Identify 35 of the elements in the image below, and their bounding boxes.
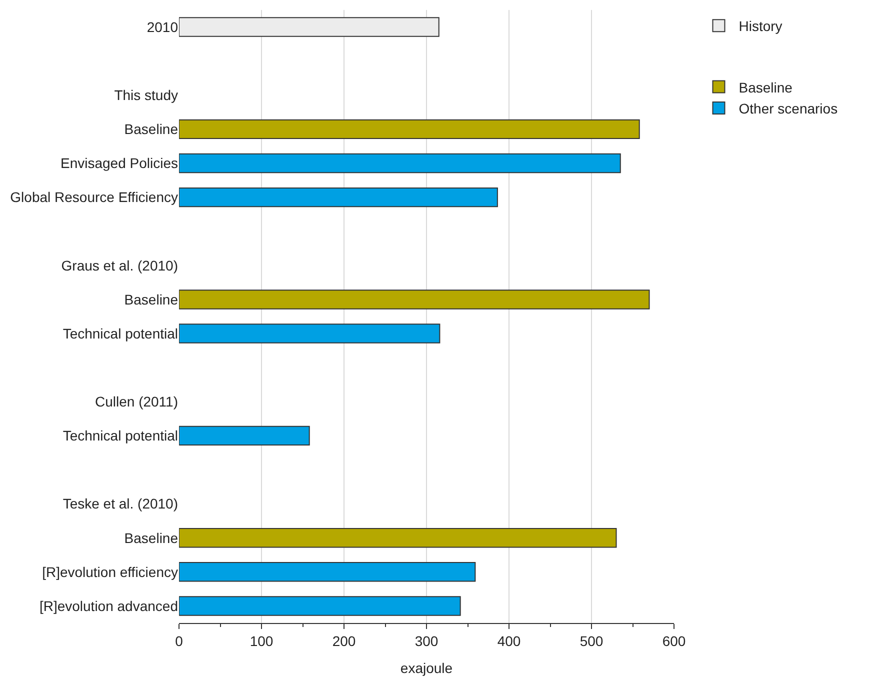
x-tick-label: 0 (175, 632, 184, 649)
bar (179, 153, 621, 174)
bar (179, 528, 617, 548)
y-tick-label: This study (114, 87, 178, 104)
x-tick-label: 500 (580, 632, 604, 649)
bar (179, 324, 440, 344)
y-tick-label: Baseline (124, 121, 178, 138)
y-tick-label: Baseline (124, 291, 178, 308)
legend-label: Baseline (738, 79, 793, 96)
legend-label: History (738, 18, 782, 34)
x-tick-label: 600 (662, 632, 686, 649)
y-tick-label: Envisaged Policies (60, 155, 178, 172)
y-tick-label: 2010 (146, 18, 178, 35)
x-tick-label: 200 (332, 632, 356, 649)
x-tick-label: 400 (497, 632, 521, 649)
x-tick-label: 100 (250, 632, 274, 649)
legend-label: Other scenarios (738, 100, 838, 116)
y-tick-label: Graus et al. (2010) (61, 257, 178, 274)
y-tick-label: Baseline (124, 530, 178, 546)
y-tick-label: Teske et al. (2010) (62, 496, 178, 512)
y-tick-label: [R]evolution advanced (39, 598, 178, 614)
x-axis-title: exajoule (400, 660, 453, 676)
bar (179, 17, 440, 37)
y-tick-label: Technical potential (62, 428, 178, 444)
bar (179, 562, 476, 582)
y-tick-label: [R]evolution efficiency (42, 564, 178, 580)
y-tick-label: Global Resource Efficiency (10, 189, 178, 206)
y-tick-label: Cullen (2011) (94, 394, 178, 410)
bar (179, 187, 498, 208)
bar (179, 596, 461, 616)
y-tick-label: Technical potential (62, 325, 178, 342)
bar (179, 290, 650, 310)
bar (179, 426, 310, 446)
x-tick-label: 300 (414, 632, 438, 649)
bar (179, 119, 640, 140)
